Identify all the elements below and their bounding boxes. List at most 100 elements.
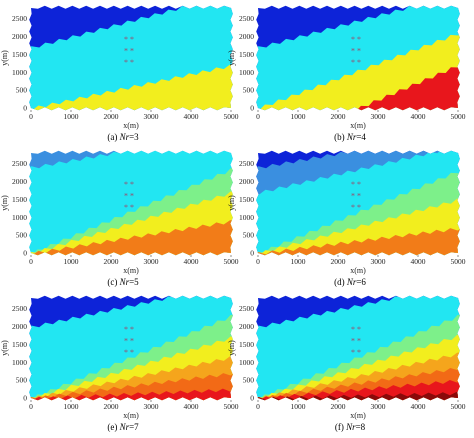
well-star: * * — [351, 203, 361, 212]
x-tick-label: 3000 — [144, 257, 159, 266]
x-tick-label: 0 — [29, 257, 33, 266]
x-tick-label: 2000 — [331, 112, 346, 121]
panel-caption: (b) Nr=4 — [334, 132, 366, 142]
zone-6 — [256, 227, 460, 256]
caption-prefix: (b) — [334, 132, 347, 142]
y-axis-label: y(m) — [0, 50, 9, 66]
caption-value: =6 — [356, 277, 366, 287]
x-tick-label: 1000 — [291, 402, 306, 411]
x-axis-label: x(m) — [123, 121, 139, 130]
x-tick-label: 4000 — [184, 112, 199, 121]
x-axis-label: x(m) — [350, 121, 366, 130]
zone-3 — [29, 63, 233, 111]
y-axis-label: y(m) — [0, 340, 9, 356]
x-tick-label: 3000 — [371, 257, 386, 266]
caption-variable: Nr — [346, 277, 357, 287]
well-star: * * — [351, 46, 361, 55]
y-tick-label: 1500 — [239, 195, 254, 204]
caption-value: =4 — [356, 132, 366, 142]
x-tick-label: 3000 — [144, 112, 159, 121]
zone-4 — [256, 62, 460, 111]
y-tick-label: 500 — [16, 231, 28, 240]
panel-caption: (e) Nr=7 — [107, 422, 139, 432]
zone-6 — [29, 372, 233, 401]
x-tick-label: 0 — [29, 402, 33, 411]
caption-value: =5 — [129, 277, 139, 287]
well-star: * * — [351, 325, 361, 334]
x-tick-label: 2000 — [104, 257, 119, 266]
caption-prefix: (e) — [107, 422, 119, 432]
panel-caption: (a) Nr=3 — [107, 132, 139, 142]
well-star: * * — [351, 180, 361, 189]
caption-prefix: (c) — [107, 277, 119, 287]
x-axis-label: x(m) — [350, 266, 366, 275]
x-tick-label: 5000 — [224, 112, 239, 121]
x-tick-label: 4000 — [411, 112, 426, 121]
y-tick-label: 2000 — [239, 32, 254, 41]
panel-a: * * * * * * 0 1000 2000 3000 4000 5000 0 500 1000 15… — [0, 5, 239, 142]
y-tick-label: 500 — [243, 231, 255, 240]
x-tick-label: 1000 — [64, 112, 79, 121]
y-tick-label: 2000 — [239, 322, 254, 331]
well-star: * * — [351, 35, 361, 44]
y-tick-label: 2000 — [12, 177, 27, 186]
y-tick-label: 500 — [243, 376, 255, 385]
x-axis-label: x(m) — [123, 411, 139, 420]
well-star: * * — [124, 348, 134, 357]
x-axis-label: x(m) — [350, 411, 366, 420]
y-tick-label: 2000 — [12, 322, 27, 331]
y-tick-label: 2500 — [239, 304, 254, 313]
caption-variable: Nr — [345, 422, 356, 432]
y-tick-label: 1000 — [12, 213, 27, 222]
zone-7 — [29, 388, 233, 401]
x-tick-label: 3000 — [371, 402, 386, 411]
y-tick-label: 500 — [16, 86, 28, 95]
x-tick-label: 5000 — [451, 112, 466, 121]
y-axis-label: y(m) — [227, 195, 236, 211]
well-star: * * — [124, 58, 134, 67]
y-tick-label: 1000 — [239, 213, 254, 222]
panel-caption: (c) Nr=5 — [107, 277, 139, 287]
well-star: * * — [124, 35, 134, 44]
caption-variable: Nr — [346, 132, 357, 142]
zone-field — [29, 150, 233, 256]
y-axis-label: y(m) — [227, 340, 236, 356]
x-tick-label: 0 — [29, 112, 33, 121]
x-tick-label: 5000 — [224, 402, 239, 411]
y-tick-label: 500 — [243, 86, 255, 95]
x-tick-label: 0 — [256, 112, 260, 121]
x-tick-label: 4000 — [184, 402, 199, 411]
y-tick-label: 1000 — [239, 358, 254, 367]
well-star: * * — [351, 336, 361, 345]
x-tick-label: 0 — [256, 257, 260, 266]
y-tick-label: 1500 — [12, 340, 27, 349]
y-tick-label: 0 — [23, 394, 27, 403]
caption-value: =7 — [129, 422, 139, 432]
y-tick-label: 2500 — [12, 14, 27, 23]
panel-caption: (d) Nr=6 — [334, 277, 366, 287]
y-axis-label: y(m) — [227, 50, 236, 66]
zone-field — [256, 150, 460, 256]
panel-f: * * * * * * 0 1000 2000 3000 4000 5000 0 500 1000 15… — [227, 295, 466, 432]
panel-caption: (f) Nr=8 — [335, 422, 366, 432]
caption-prefix: (a) — [107, 132, 119, 142]
x-tick-label: 5000 — [451, 257, 466, 266]
y-tick-label: 1500 — [12, 195, 27, 204]
y-tick-label: 0 — [250, 249, 254, 258]
x-tick-label: 1000 — [291, 257, 306, 266]
x-tick-label: 4000 — [411, 402, 426, 411]
y-tick-label: 1500 — [239, 50, 254, 59]
y-tick-label: 2000 — [12, 32, 27, 41]
x-tick-label: 2000 — [104, 112, 119, 121]
y-tick-label: 0 — [250, 104, 254, 113]
x-tick-label: 3000 — [144, 402, 159, 411]
panel-b: * * * * * * 0 1000 2000 3000 4000 5000 0 500 1000 15… — [227, 5, 466, 142]
y-tick-label: 2500 — [12, 159, 27, 168]
y-tick-label: 0 — [250, 394, 254, 403]
y-tick-label: 2500 — [239, 159, 254, 168]
well-star: * * — [351, 191, 361, 200]
zone-field — [29, 295, 233, 401]
x-tick-label: 1000 — [64, 257, 79, 266]
y-tick-label: 2500 — [12, 304, 27, 313]
zone-field — [256, 295, 460, 401]
